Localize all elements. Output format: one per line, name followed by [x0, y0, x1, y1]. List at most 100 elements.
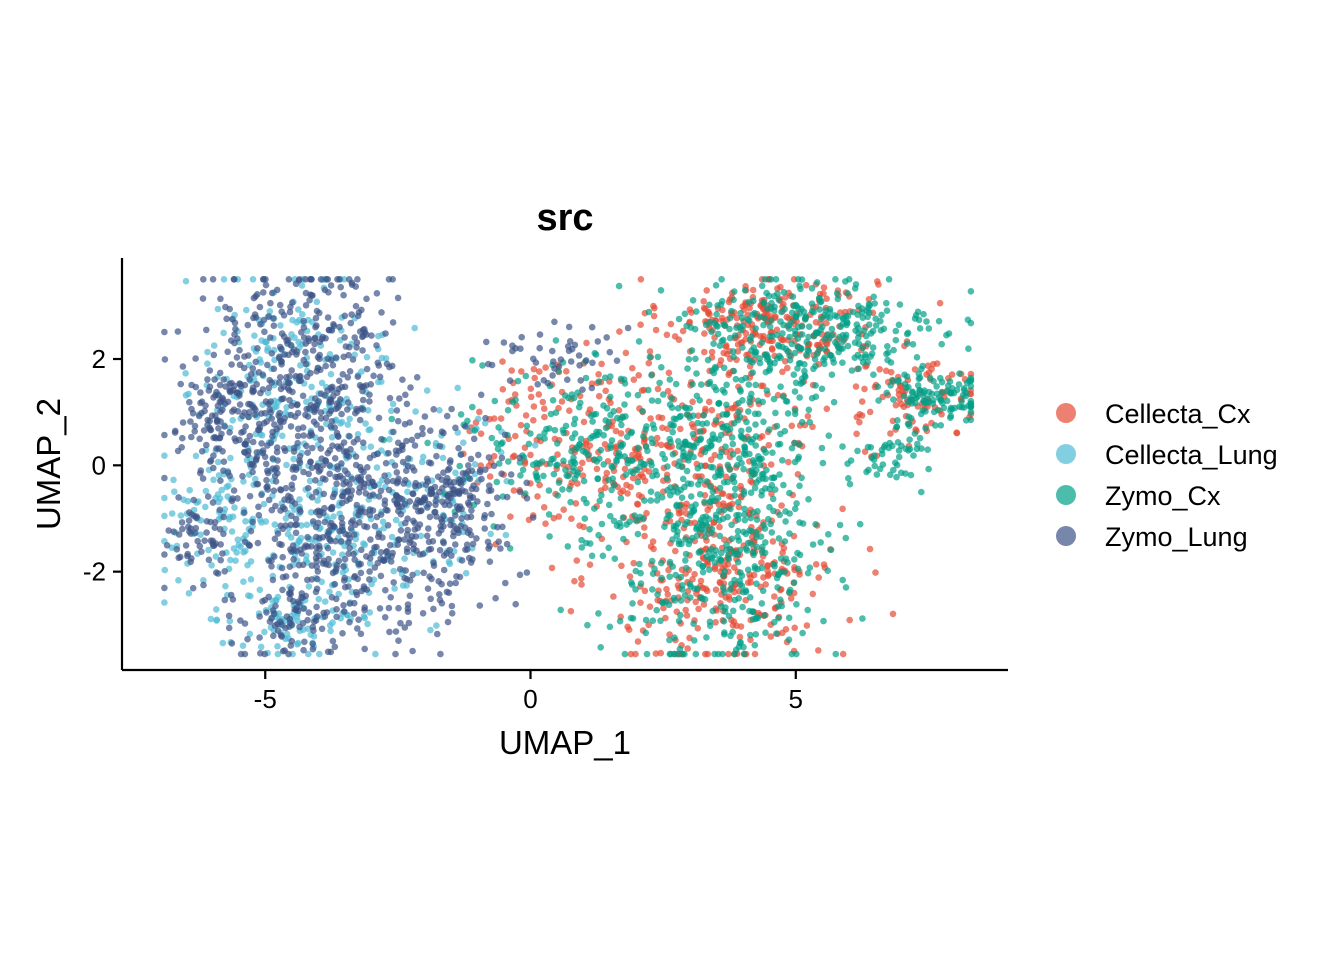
data-point [441, 501, 449, 509]
data-point [320, 490, 328, 498]
data-point [856, 418, 863, 426]
data-point [737, 639, 744, 646]
data-point [734, 348, 742, 355]
data-point [804, 606, 811, 614]
data-point [938, 340, 945, 348]
data-point [497, 545, 504, 552]
data-point [517, 345, 524, 353]
data-point [213, 569, 220, 576]
data-point [717, 603, 725, 610]
data-point [440, 523, 447, 530]
data-point [925, 465, 932, 473]
data-point [646, 353, 654, 361]
data-point [675, 617, 683, 625]
data-point [721, 506, 728, 514]
data-point [871, 462, 878, 470]
data-point [397, 619, 404, 627]
data-point [192, 524, 200, 532]
data-point [220, 458, 228, 466]
data-point [336, 323, 343, 331]
data-point [279, 553, 287, 561]
data-point [729, 607, 737, 615]
data-point [623, 481, 630, 489]
data-point [288, 367, 296, 374]
data-point [499, 523, 506, 531]
data-point [514, 377, 522, 385]
data-point [398, 495, 406, 503]
data-point [333, 595, 340, 603]
data-point [223, 315, 230, 323]
data-point [647, 543, 655, 550]
data-point [436, 591, 443, 598]
data-point [743, 418, 750, 426]
data-point [187, 418, 194, 425]
data-point [161, 566, 169, 574]
data-point [751, 641, 759, 649]
data-point [463, 541, 471, 548]
data-point [451, 490, 459, 498]
data-point [649, 538, 657, 545]
data-point [724, 426, 731, 434]
data-point [279, 525, 287, 533]
data-point [290, 474, 298, 482]
data-point [269, 455, 277, 462]
data-point [836, 521, 844, 529]
data-point [637, 276, 645, 283]
data-point [886, 471, 894, 479]
data-point [221, 596, 229, 604]
data-point [298, 282, 306, 289]
data-point [278, 564, 286, 572]
data-point [234, 408, 242, 415]
data-point [805, 323, 813, 331]
data-point [453, 573, 460, 580]
data-point [344, 421, 352, 429]
data-point [172, 427, 179, 435]
data-point [937, 422, 945, 429]
data-point [706, 498, 714, 505]
data-point [603, 469, 611, 477]
data-point [565, 347, 573, 355]
data-point [209, 276, 217, 283]
data-point [326, 622, 334, 629]
data-point [177, 380, 184, 388]
data-point [403, 582, 410, 589]
data-point [409, 647, 416, 655]
data-point [345, 538, 352, 546]
data-point [481, 525, 489, 532]
data-point [496, 460, 503, 467]
data-point [612, 427, 620, 435]
data-point [561, 392, 569, 399]
data-point [210, 342, 218, 349]
data-point [226, 305, 233, 313]
data-point [804, 412, 812, 420]
data-point [256, 613, 263, 620]
data-point [637, 321, 644, 329]
legend-marker [1056, 444, 1076, 464]
data-point [272, 478, 280, 485]
data-point [367, 443, 375, 451]
data-point [536, 433, 543, 441]
data-point [928, 390, 936, 398]
data-point [791, 624, 798, 632]
data-point [335, 590, 343, 598]
data-point [314, 364, 322, 372]
data-point [424, 478, 432, 485]
data-point [752, 433, 760, 440]
data-point [720, 336, 727, 344]
data-point [163, 542, 171, 549]
data-point [327, 398, 335, 406]
data-point [870, 456, 878, 464]
data-point [825, 432, 833, 440]
data-point [617, 495, 625, 502]
data-point [371, 564, 379, 571]
data-point [878, 446, 886, 454]
data-point [570, 458, 577, 466]
data-point [203, 441, 210, 449]
data-point [862, 353, 869, 361]
data-point [712, 619, 719, 626]
data-point [302, 289, 310, 297]
data-point [519, 466, 527, 474]
data-point [666, 631, 673, 638]
data-point [832, 276, 839, 283]
data-point [469, 540, 477, 548]
